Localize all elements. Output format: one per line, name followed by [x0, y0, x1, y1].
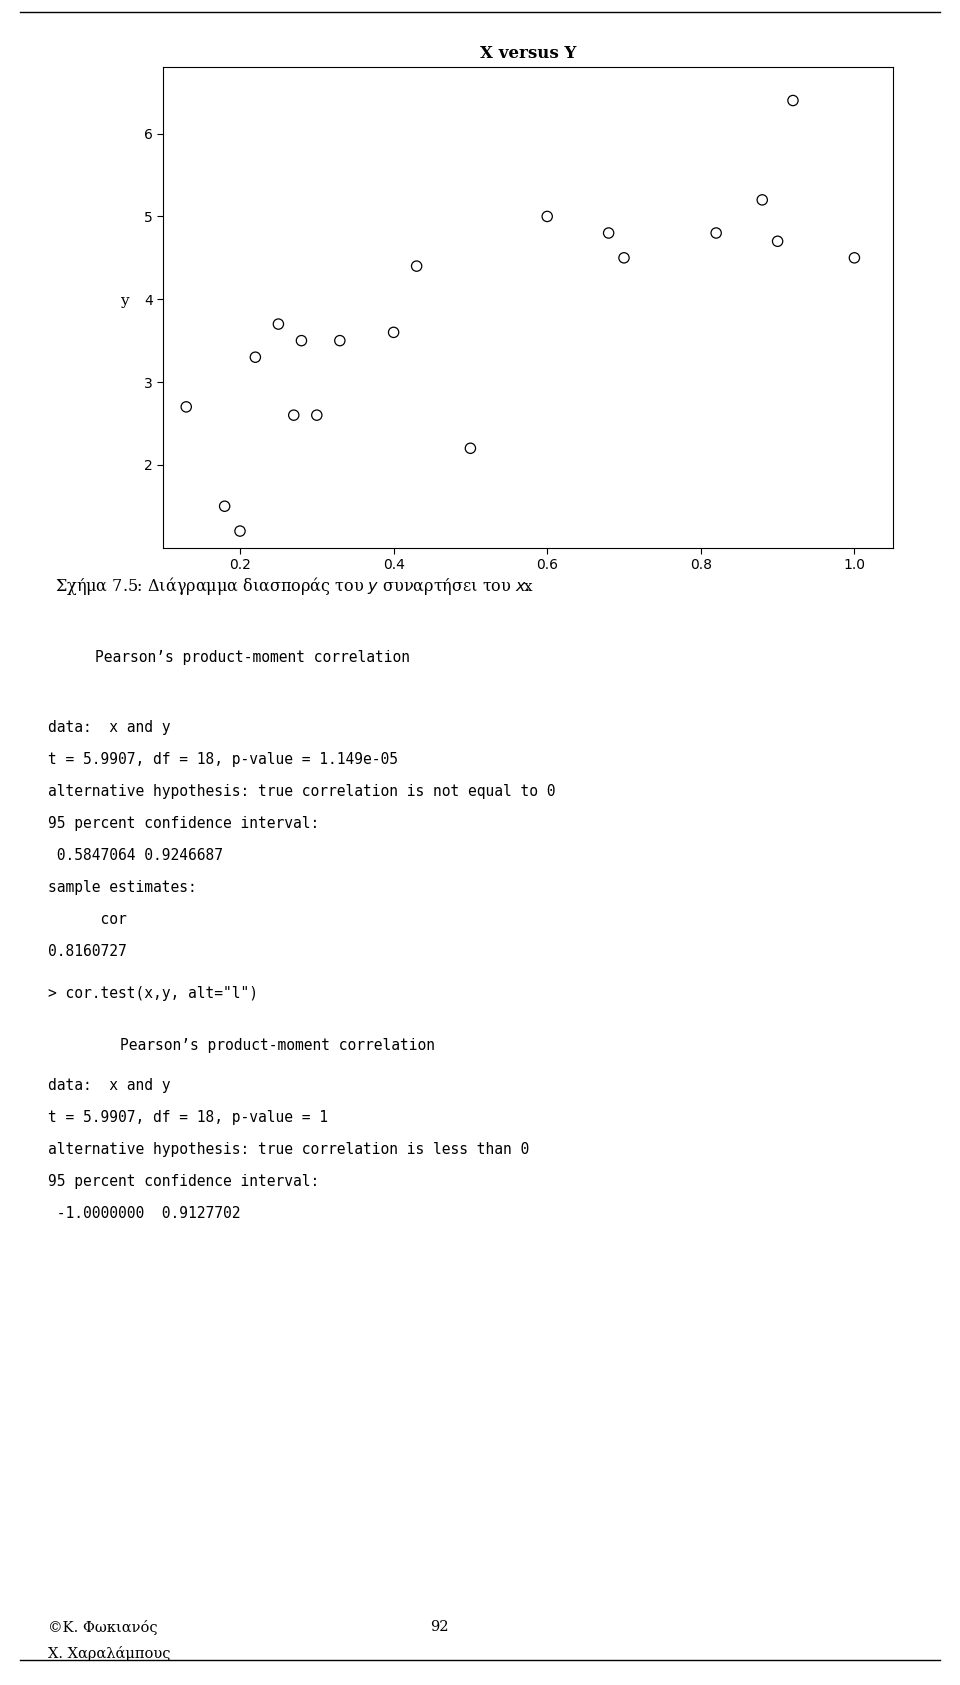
Point: [332, 327, 348, 354]
Point: [409, 253, 424, 280]
Point: [463, 435, 478, 462]
Text: alternative hypothesis: true correlation is not equal to 0: alternative hypothesis: true correlation…: [48, 784, 556, 799]
Text: Pearson’s product-moment correlation: Pearson’s product-moment correlation: [120, 1038, 435, 1053]
Point: [847, 244, 862, 271]
Point: [755, 187, 770, 214]
Point: [770, 227, 785, 254]
Text: alternative hypothesis: true correlation is less than 0: alternative hypothesis: true correlation…: [48, 1142, 529, 1158]
Point: [271, 310, 286, 337]
Text: Χ. Χαραλάμπους: Χ. Χαραλάμπους: [48, 1646, 171, 1661]
Text: data:  x and y: data: x and y: [48, 1078, 171, 1094]
Point: [309, 401, 324, 428]
Point: [785, 88, 801, 115]
Text: 0.5847064 0.9246687: 0.5847064 0.9246687: [48, 848, 223, 863]
Text: Pearson’s product-moment correlation: Pearson’s product-moment correlation: [95, 650, 410, 666]
Text: > cor.test(x,y, alt="l"): > cor.test(x,y, alt="l"): [48, 986, 258, 1001]
Point: [540, 202, 555, 229]
Text: 92: 92: [430, 1619, 448, 1634]
Point: [616, 244, 632, 271]
Point: [232, 517, 248, 544]
Text: t = 5.9907, df = 18, p-value = 1.149e-05: t = 5.9907, df = 18, p-value = 1.149e-05: [48, 752, 398, 767]
Text: sample estimates:: sample estimates:: [48, 880, 197, 895]
Text: cor: cor: [48, 912, 127, 927]
Text: data:  x and y: data: x and y: [48, 719, 171, 735]
Text: ©K. Φωκιανός: ©K. Φωκιανός: [48, 1619, 157, 1634]
Point: [217, 492, 232, 519]
Y-axis label: y: y: [120, 293, 129, 308]
Text: 0.8160727: 0.8160727: [48, 944, 127, 959]
Point: [708, 219, 724, 246]
Text: Σχήμα 7.5: Διάγραμμα διασποράς του $y$ συναρτήσει του $x$.: Σχήμα 7.5: Διάγραμμα διασποράς του $y$ σ…: [55, 575, 530, 596]
Text: 95 percent confidence interval:: 95 percent confidence interval:: [48, 816, 320, 831]
Title: X versus Y: X versus Y: [480, 45, 576, 62]
X-axis label: x: x: [524, 580, 532, 595]
Text: t = 5.9907, df = 18, p-value = 1: t = 5.9907, df = 18, p-value = 1: [48, 1110, 328, 1126]
Point: [248, 344, 263, 371]
Point: [386, 318, 401, 345]
Point: [294, 327, 309, 354]
Point: [179, 393, 194, 420]
Point: [601, 219, 616, 246]
Text: 95 percent confidence interval:: 95 percent confidence interval:: [48, 1174, 320, 1190]
Text: -1.0000000  0.9127702: -1.0000000 0.9127702: [48, 1206, 241, 1222]
Point: [286, 401, 301, 428]
